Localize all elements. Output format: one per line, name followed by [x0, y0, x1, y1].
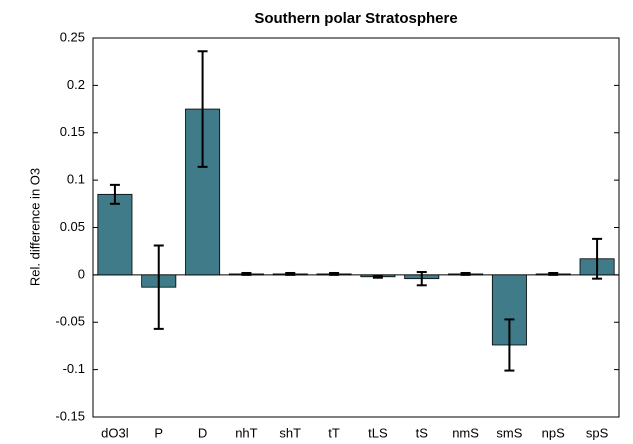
x-tick-label: tS — [416, 425, 429, 440]
y-tick-label: 0.25 — [60, 29, 85, 44]
y-tick-label: -0.1 — [63, 361, 85, 376]
x-tick-label: tLS — [368, 425, 388, 440]
error-bar — [197, 50, 208, 168]
error-bar — [109, 183, 120, 205]
y-tick-label: -0.15 — [55, 408, 85, 423]
x-tick-label: nmS — [452, 425, 479, 440]
error-bar — [592, 237, 603, 280]
y-tick-label: 0.15 — [60, 124, 85, 139]
error-bar — [153, 244, 164, 330]
x-tick-label: D — [198, 425, 207, 440]
error-bar — [504, 318, 515, 372]
plot-frame — [92, 37, 620, 418]
error-bar — [416, 271, 427, 287]
y-tick-label: 0.05 — [60, 219, 85, 234]
error-bar — [548, 271, 559, 276]
error-bar — [241, 271, 252, 276]
error-bar — [329, 271, 340, 276]
error-bar — [372, 274, 383, 279]
y-axis-label: Rel. difference in O3 — [27, 168, 42, 286]
bar — [97, 193, 133, 276]
x-tick-label: smS — [496, 425, 522, 440]
y-tick-label: 0 — [78, 266, 85, 281]
x-tick-label: dO3l — [101, 425, 129, 440]
x-tick-label: shT — [279, 425, 301, 440]
x-tick-label: nhT — [235, 425, 257, 440]
y-tick-label: 0.2 — [67, 77, 85, 92]
error-bar — [460, 271, 471, 276]
y-tick-label: -0.05 — [55, 314, 85, 329]
x-tick-label: npS — [542, 425, 565, 440]
chart-title: Southern polar Stratosphere — [254, 10, 457, 27]
error-bar — [285, 271, 296, 276]
y-tick-label: 0.1 — [67, 172, 85, 187]
x-tick-label: tT — [328, 425, 340, 440]
x-tick-label: spS — [586, 425, 609, 440]
x-tick-label: P — [154, 425, 163, 440]
